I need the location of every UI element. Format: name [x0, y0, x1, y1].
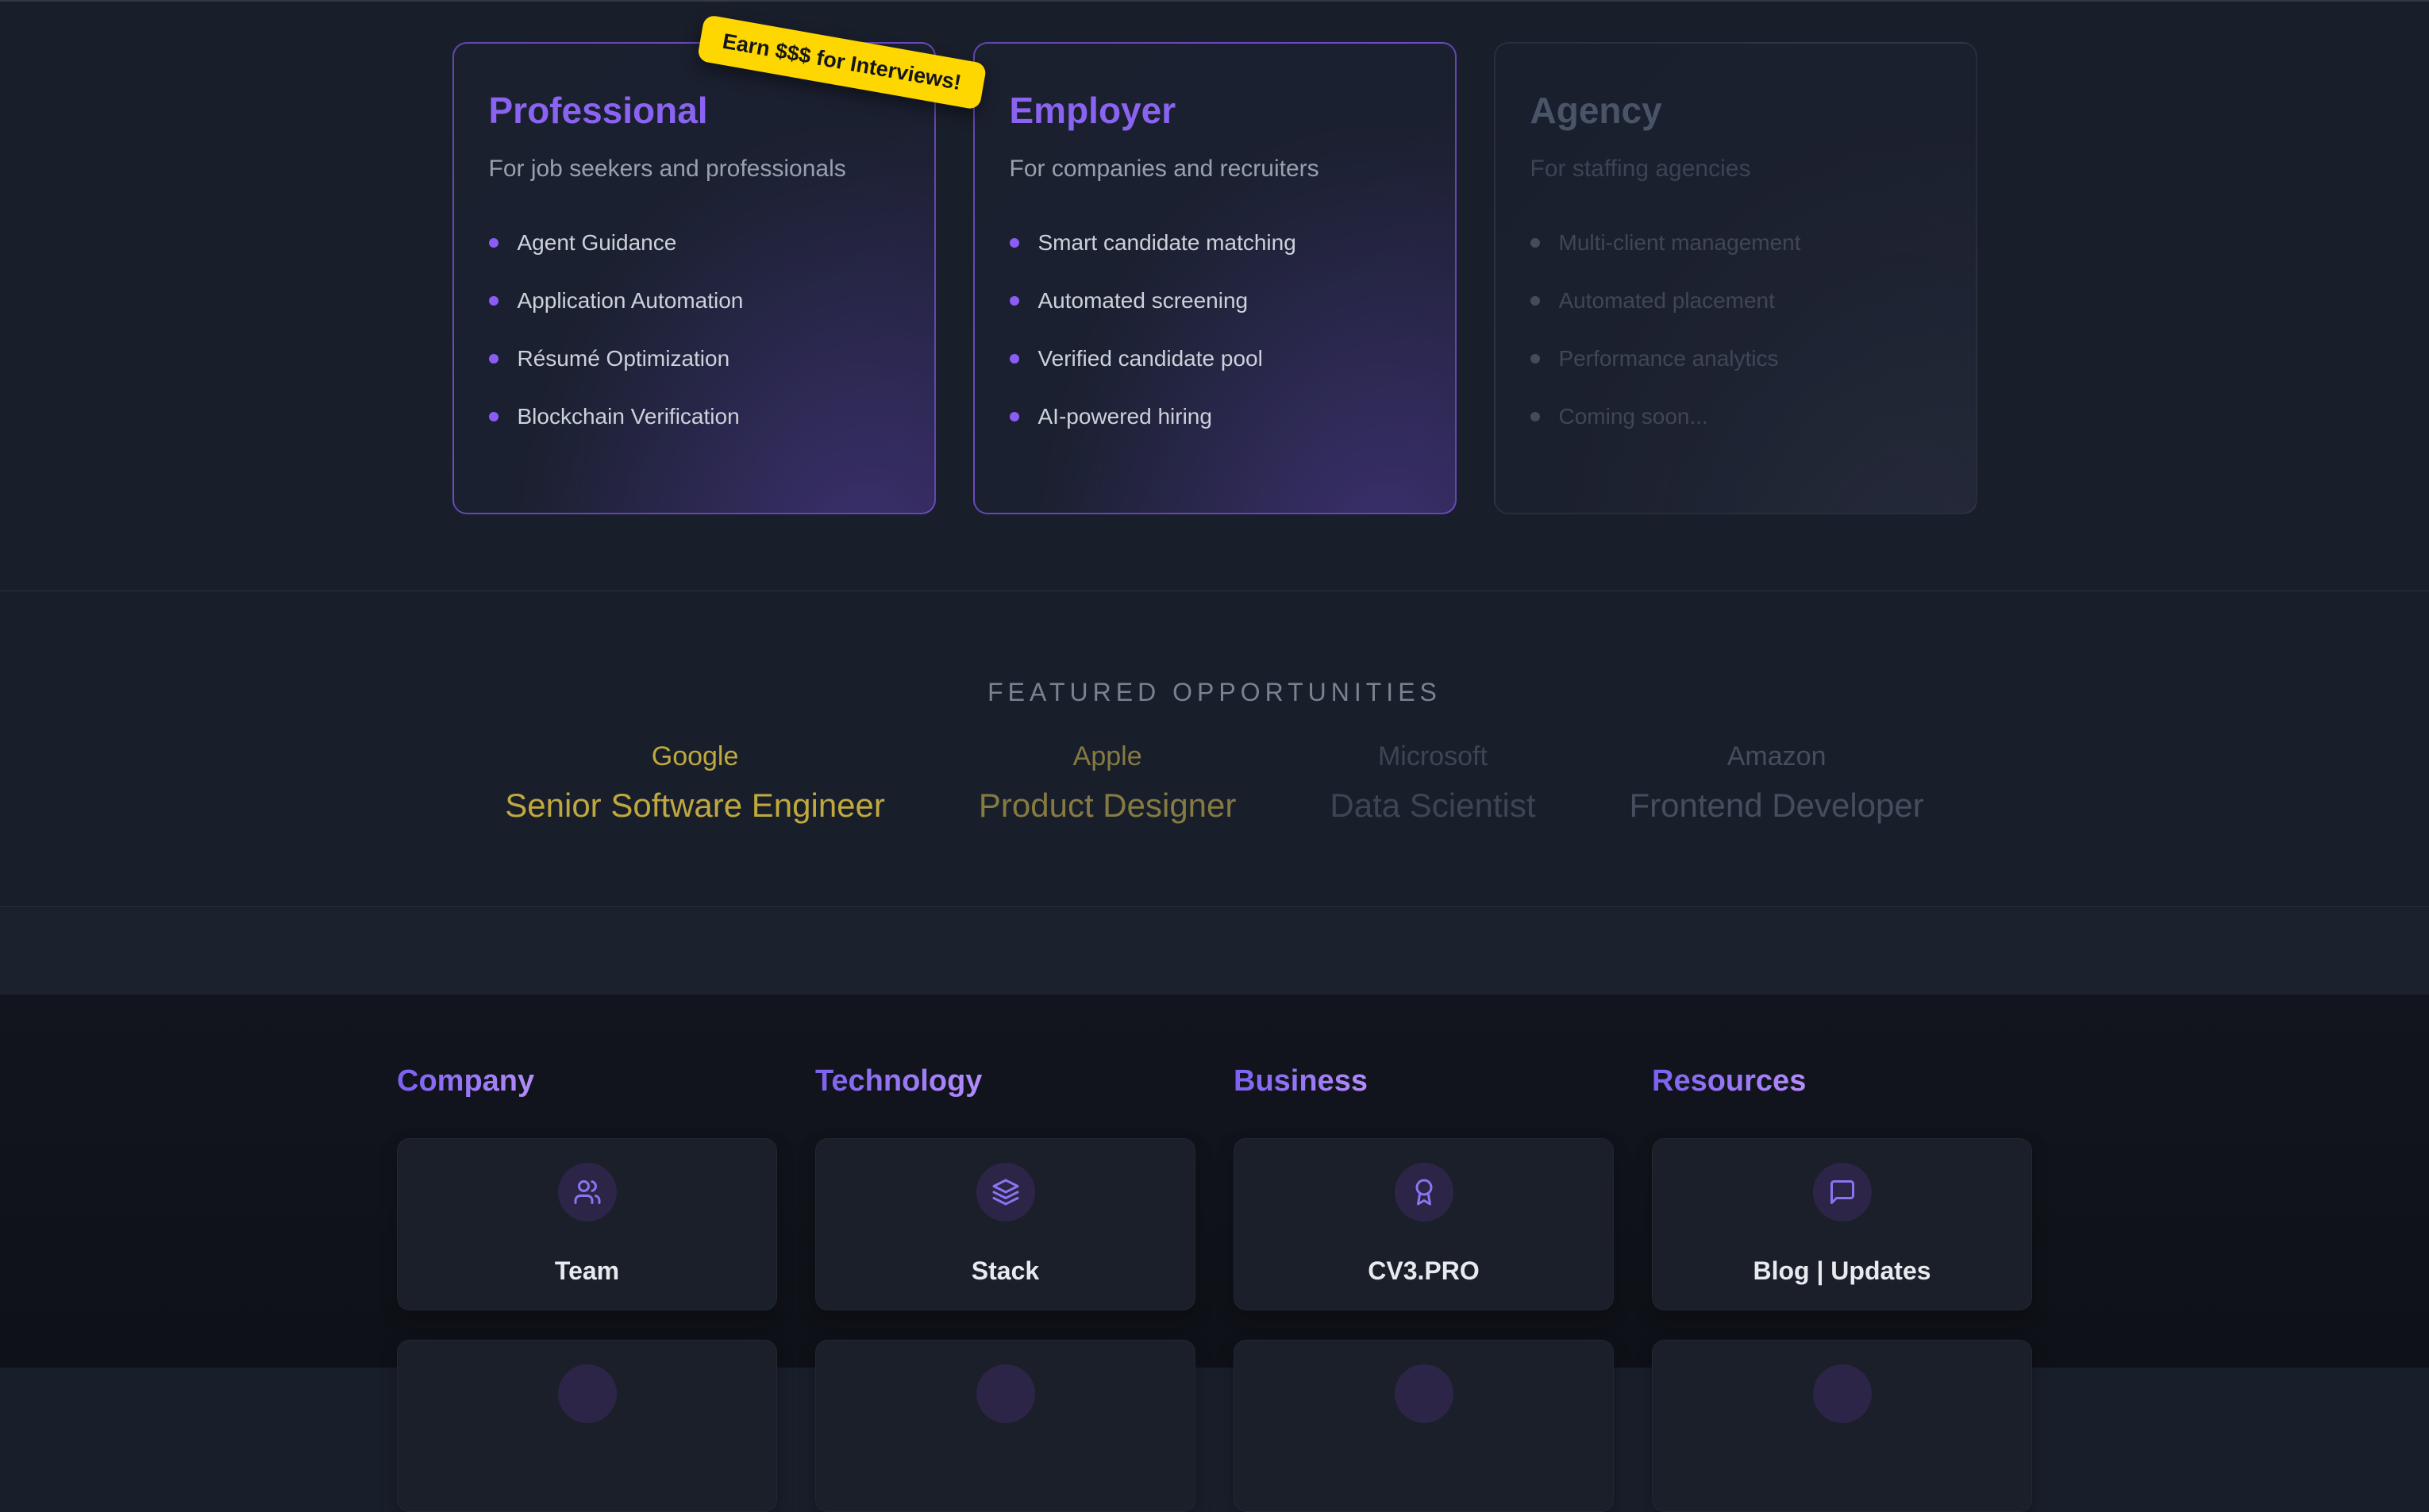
plan-feature: Coming soon... — [1530, 404, 1941, 429]
footer-card-label: Team — [554, 1256, 620, 1285]
icon-circle — [557, 1163, 617, 1222]
icon-circle — [976, 1364, 1035, 1423]
bullet-icon — [1530, 295, 1540, 306]
footer-card-cutoff[interactable] — [815, 1340, 1195, 1512]
featured-heading: FEATURED OPPORTUNITIES — [987, 678, 1442, 706]
footer-card-cutoff[interactable] — [1234, 1340, 1614, 1512]
plan-feature: AI-powered hiring — [1009, 404, 1420, 429]
plan-feature: Performance analytics — [1530, 346, 1941, 371]
plan-feature: Résumé Optimization — [488, 346, 899, 371]
plan-card-employer[interactable]: Employer For companies and recruiters Sm… — [972, 42, 1457, 514]
bullet-icon — [488, 411, 499, 421]
plan-feature-list: Multi-client management Automated placem… — [1530, 230, 1941, 429]
footer-card-label: Blog | Updates — [1753, 1256, 1931, 1285]
bullet-icon — [488, 237, 499, 248]
footer-col-resources: Resources Blog | Updates — [1652, 1064, 2032, 1512]
plan-feature: Blockchain Verification — [488, 404, 899, 429]
plans-row: Professional For job seekers and profess… — [0, 2, 2429, 514]
job-role: Frontend Developer — [1629, 787, 1924, 825]
icon-circle — [1394, 1364, 1453, 1423]
section-spacer — [0, 908, 2429, 995]
footer-heading-resources: Resources — [1652, 1064, 1807, 1098]
job-company: Google — [651, 741, 739, 771]
icon-circle — [1812, 1364, 1872, 1423]
job-company: Microsoft — [1377, 741, 1488, 771]
featured-opportunities-section: FEATURED OPPORTUNITIES Google Senior Sof… — [0, 592, 2429, 907]
plan-feature: Smart candidate matching — [1009, 230, 1420, 255]
plan-subtitle: For job seekers and professionals — [488, 155, 846, 182]
job-item-microsoft[interactable]: Microsoft Data Scientist — [1330, 741, 1536, 825]
plan-card-professional[interactable]: Professional For job seekers and profess… — [452, 42, 936, 514]
bullet-icon — [1530, 237, 1540, 248]
footer-heading-business: Business — [1234, 1064, 1368, 1098]
bullet-icon — [488, 353, 499, 364]
bullet-icon — [1009, 237, 1019, 248]
plan-feature: Automated placement — [1530, 288, 1941, 313]
award-icon — [1415, 1179, 1432, 1206]
icon-circle — [976, 1163, 1035, 1222]
plan-card-agency: Agency For staffing agencies Multi-clien… — [1493, 42, 1977, 514]
plan-feature: Verified candidate pool — [1009, 346, 1420, 371]
footer-heading-company: Company — [397, 1064, 535, 1098]
bullet-icon — [488, 295, 499, 306]
job-company: Apple — [1072, 741, 1142, 771]
layers-icon — [992, 1179, 1018, 1206]
icon-circle — [1394, 1163, 1453, 1222]
footer-card-cutoff[interactable] — [1652, 1340, 2032, 1512]
footer-card-cv3pro[interactable]: CV3.PRO — [1234, 1138, 1614, 1310]
jobs-row: Google Senior Software Engineer Apple Pr… — [0, 741, 2429, 825]
plan-feature: Multi-client management — [1530, 230, 1941, 255]
footer-col-technology: Technology Stack — [815, 1064, 1195, 1512]
plan-feature: Application Automation — [488, 288, 899, 313]
plan-title: Agency — [1530, 90, 1662, 131]
plan-feature-list: Agent Guidance Application Automation Ré… — [488, 230, 899, 429]
job-company: Amazon — [1726, 741, 1827, 771]
footer-card-cutoff[interactable] — [397, 1340, 777, 1512]
job-role: Senior Software Engineer — [505, 787, 885, 825]
footer-grid: Company Team Technology — [0, 995, 2429, 1512]
plans-section: Earn $$$ for Interviews! Professional Fo… — [0, 0, 2429, 591]
plan-feature: Agent Guidance — [488, 230, 899, 255]
bullet-icon — [1530, 353, 1540, 364]
plan-title: Professional — [488, 90, 708, 131]
footer-card-label: Stack — [971, 1256, 1040, 1285]
job-role: Product Designer — [978, 787, 1237, 825]
job-role: Data Scientist — [1330, 787, 1536, 825]
footer: Company Team Technology — [0, 995, 2429, 1512]
job-item-apple[interactable]: Apple Product Designer — [978, 741, 1237, 825]
plan-feature: Automated screening — [1009, 288, 1420, 313]
job-item-google[interactable]: Google Senior Software Engineer — [505, 741, 885, 825]
job-item-amazon[interactable]: Amazon Frontend Developer — [1629, 741, 1924, 825]
bullet-icon — [1009, 295, 1019, 306]
users-icon — [574, 1180, 600, 1204]
plan-subtitle: For staffing agencies — [1530, 155, 1751, 182]
bullet-icon — [1530, 411, 1540, 421]
footer-heading-technology: Technology — [815, 1064, 983, 1098]
plan-title: Employer — [1009, 90, 1176, 131]
message-square-icon — [1830, 1180, 1854, 1204]
icon-circle — [557, 1364, 617, 1423]
footer-col-business: Business CV3.PRO — [1234, 1064, 1614, 1512]
footer-card-blog[interactable]: Blog | Updates — [1652, 1138, 2032, 1310]
footer-col-company: Company Team — [397, 1064, 777, 1512]
footer-card-team[interactable]: Team — [397, 1138, 777, 1310]
plan-feature-list: Smart candidate matching Automated scree… — [1009, 230, 1420, 429]
bullet-icon — [1009, 411, 1019, 421]
plan-subtitle: For companies and recruiters — [1009, 155, 1319, 182]
footer-card-stack[interactable]: Stack — [815, 1138, 1195, 1310]
icon-circle — [1812, 1163, 1872, 1222]
footer-card-label: CV3.PRO — [1368, 1256, 1480, 1285]
bullet-icon — [1009, 353, 1019, 364]
